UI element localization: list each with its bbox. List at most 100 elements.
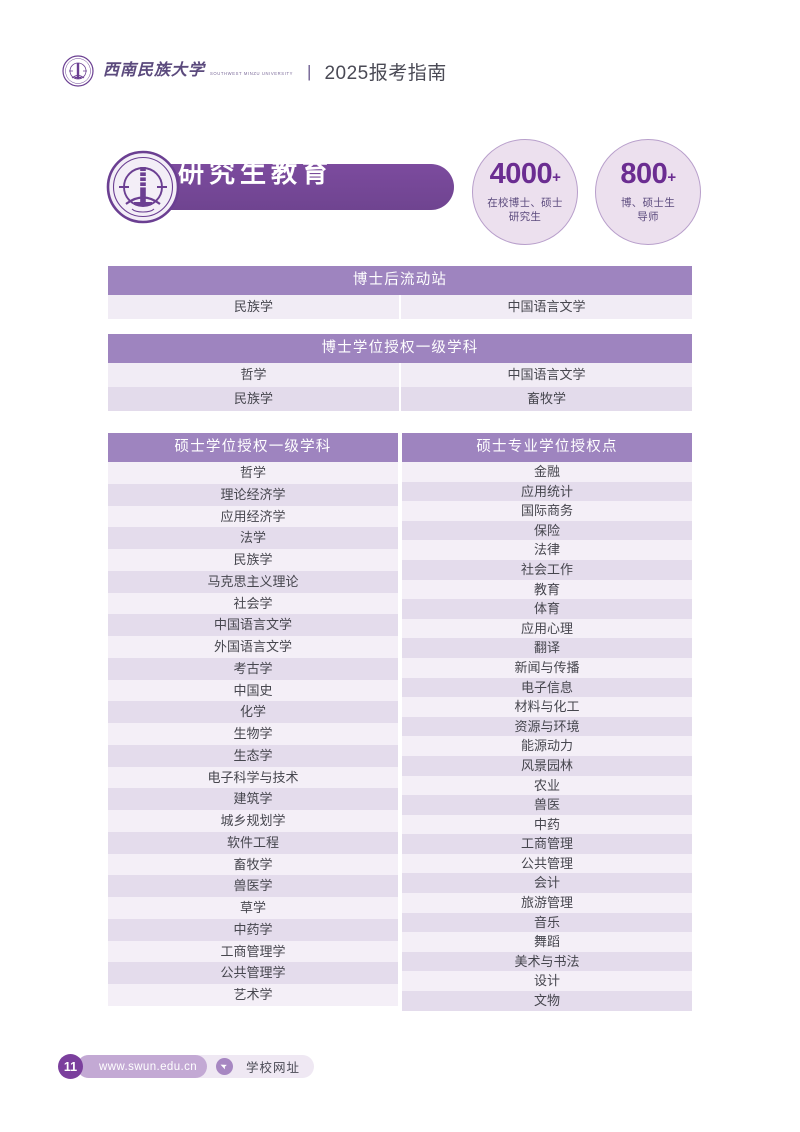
table-header: 博士学位授权一级学科: [108, 334, 692, 363]
list-body: 哲学 理论经济学 应用经济学 法学 民族学 马克思主义理论 社会学 中国语言文学 外国语言文学考…: [108, 462, 398, 1006]
page-title: 2025报考指南: [324, 62, 447, 84]
list-item: 草学: [108, 897, 398, 919]
list-item: 音乐: [402, 912, 692, 933]
list-item: 国际商务: [402, 501, 692, 521]
stat-plus-sign: +: [667, 168, 676, 186]
list-item: 旅游管理: [402, 893, 692, 913]
list-item: 资源与环境: [402, 716, 692, 737]
section-title-pill: [142, 164, 454, 210]
list-item: 法律: [402, 540, 692, 560]
table-doctoral-first-level-disciplines: 博士学位授权一级学科 哲学 中国语言文学 民族学 畜牧学: [108, 334, 692, 411]
list-item: 体育: [402, 599, 692, 619]
stat-number-value: 800: [620, 157, 668, 190]
list-item: 工商管理: [402, 834, 692, 854]
list-item: 农业: [402, 775, 692, 796]
list-item: 舞蹈: [402, 932, 692, 952]
stat-circle-graduate-students: 4000+ 在校博士、硕士 研究生: [472, 139, 578, 245]
list-item: 新闻与传播: [402, 657, 692, 678]
list-item: 中国语言文学: [108, 614, 398, 636]
list-item: 电子信息: [402, 677, 692, 698]
stat-number: 800+: [620, 157, 676, 190]
list-item: 生态学: [108, 744, 398, 767]
brand-name: 西南民族大学 SOUTHWEST MINZU UNIVERSITY: [103, 63, 293, 79]
list-item: 外国语言文学: [108, 636, 398, 658]
website-url[interactable]: www.swun.edu.cn: [99, 1060, 198, 1073]
list-item: 社会学: [108, 592, 398, 615]
list-item: 中药学: [108, 918, 398, 941]
stat-label-line2: 研究生: [508, 211, 542, 223]
list-body: 金融 应用统计 国际商务 保险 法律 社会工作 教育 体育 应用心理 翻译 新闻与传播 电子信息 材料与…: [402, 462, 692, 1011]
list-item: 保险: [402, 520, 692, 541]
list-item: 应用心理: [402, 618, 692, 639]
list-item: 兽医学: [108, 875, 398, 897]
list-item: 设计: [402, 971, 692, 992]
page-number-badge: 11: [58, 1054, 83, 1079]
list-header: 硕士学位授权一级学科: [108, 433, 398, 462]
table-row: 民族学 畜牧学: [108, 387, 692, 411]
list-item: 城乡规划学: [108, 810, 398, 832]
list-item: 金融: [402, 462, 692, 482]
list-item: 公共管理: [402, 853, 692, 874]
stats-group: 4000+ 在校博士、硕士 研究生 800+ 博、硕士生 导师: [472, 139, 701, 245]
list-item: 风景园林: [402, 755, 692, 776]
master-programs-lists: 硕士学位授权一级学科 哲学 理论经济学 应用经济学 法学 民族学 马克思主义理论 社会学 中国…: [108, 433, 692, 1011]
list-item: 马克思主义理论: [108, 570, 398, 593]
footer-note: 学校网址: [246, 1061, 301, 1075]
list-item: 公共管理学: [108, 962, 398, 984]
stat-label: 博、硕士生 导师: [621, 196, 675, 224]
list-item: 民族学: [108, 549, 398, 571]
table-row: 哲学 中国语言文学: [108, 363, 692, 387]
brand-name-en: SOUTHWEST MINZU UNIVERSITY: [210, 71, 294, 76]
table-header: 博士后流动站: [108, 266, 692, 295]
stat-label-line1: 在校博士、硕士: [487, 196, 563, 209]
page-footer: 11 www.swun.edu.cn 学校网址: [58, 1054, 315, 1079]
table-row: 民族学 中国语言文学: [108, 295, 692, 319]
list-master-first-level-disciplines: 硕士学位授权一级学科 哲学 理论经济学 应用经济学 法学 民族学 马克思主义理论 社会学 中国…: [108, 433, 398, 1011]
stat-label: 在校博士、硕士 研究生: [487, 196, 563, 224]
list-item: 软件工程: [108, 831, 398, 854]
list-item: 翻译: [402, 638, 692, 658]
list-item: 教育: [402, 579, 692, 600]
list-item: 建筑学: [108, 788, 398, 810]
website-url-pill[interactable]: www.swun.edu.cn: [77, 1055, 208, 1078]
stat-number-value: 4000: [489, 157, 553, 190]
list-item: 美术与书法: [402, 951, 692, 972]
cursor-arrow-icon: [216, 1058, 234, 1075]
university-seal-icon: [62, 55, 94, 87]
list-item: 会计: [402, 873, 692, 894]
list-item: 能源动力: [402, 736, 692, 756]
list-item: 文物: [402, 991, 692, 1011]
page-header: 西南民族大学 SOUTHWEST MINZU UNIVERSITY | 2025…: [62, 53, 447, 89]
list-item: 应用统计: [402, 481, 692, 502]
footer-bar: www.swun.edu.cn 学校网址: [77, 1055, 315, 1078]
list-item: 社会工作: [402, 559, 692, 580]
list-master-professional-degrees: 硕士专业学位授权点 金融 应用统计 国际商务 保险 法律 社会工作 教育 体育 应用心理 翻译 新闻…: [402, 433, 692, 1011]
table-cell: 哲学: [108, 363, 399, 387]
table-cell: 畜牧学: [401, 387, 692, 411]
table-postdoctoral-station: 博士后流动站 民族学 中国语言文学: [108, 266, 692, 319]
table-cell: 民族学: [108, 295, 399, 319]
list-item: 畜牧学: [108, 853, 398, 876]
list-item: 生物学: [108, 723, 398, 745]
list-item: 材料与化工: [402, 697, 692, 717]
list-item: 理论经济学: [108, 483, 398, 506]
section-title-text: 研究生教育: [178, 158, 334, 188]
table-cell: 中国语言文学: [401, 295, 692, 319]
table-cell: 中国语言文学: [401, 363, 692, 387]
table-cell: 民族学: [108, 387, 399, 411]
list-item: 哲学: [108, 462, 398, 484]
list-item: 中国史: [108, 679, 398, 702]
list-item: 化学: [108, 701, 398, 723]
stat-circle-supervisors: 800+ 博、硕士生 导师: [595, 139, 701, 245]
brand-name-cn: 西南民族大学: [103, 62, 206, 79]
stat-plus-sign: +: [552, 168, 561, 186]
stat-number: 4000+: [489, 157, 561, 190]
university-seal-icon: [106, 150, 180, 224]
list-item: 工商管理学: [108, 940, 398, 963]
stat-label-line2: 导师: [637, 211, 659, 223]
stat-label-line1: 博、硕士生: [621, 196, 675, 209]
list-item: 法学: [108, 527, 398, 549]
list-item: 应用经济学: [108, 505, 398, 528]
list-item: 兽医: [402, 795, 692, 815]
list-header: 硕士专业学位授权点: [402, 433, 692, 462]
